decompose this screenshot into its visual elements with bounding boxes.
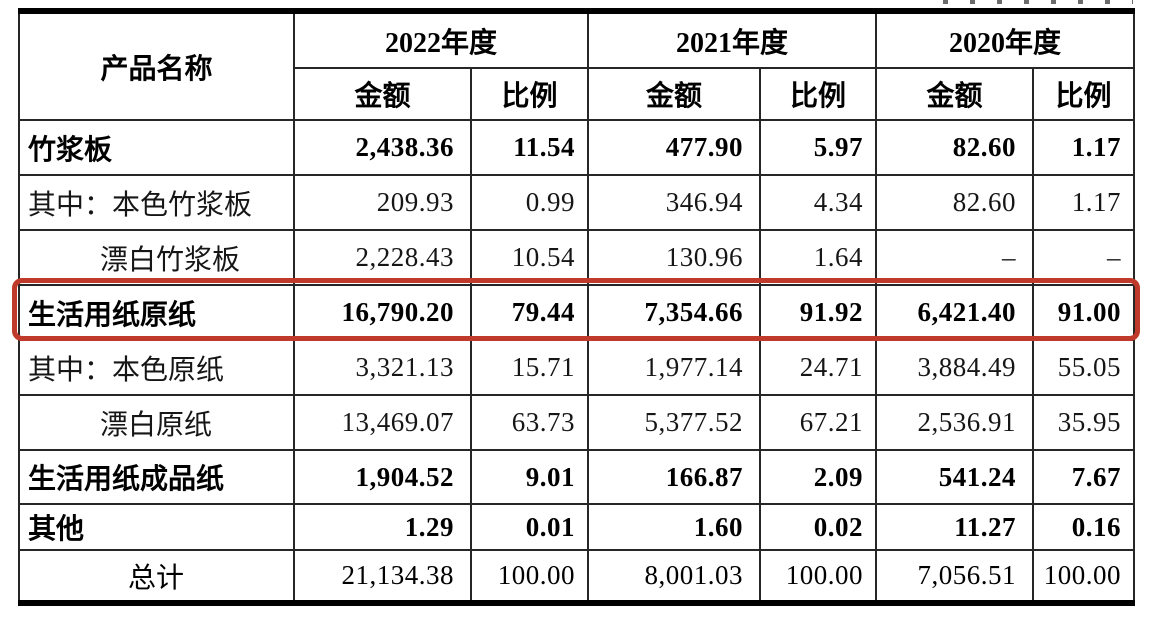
clipped-text-fragment	[943, 0, 1133, 4]
table-row: 漂白原纸 13,469.07 63.73 5,377.52 67.21 2,53…	[18, 394, 1136, 451]
amount-cell: 5,377.52	[587, 394, 762, 451]
amount-cell: 2,438.36	[293, 119, 472, 176]
amount-cell: 6,421.40	[875, 284, 1035, 341]
amount-cell: 13,469.07	[293, 394, 472, 451]
col-header-year-2020: 2020年度	[875, 10, 1136, 69]
amount-cell: 16,790.20	[293, 284, 472, 341]
ratio-cell: 0.99	[469, 174, 590, 231]
amount-cell: 82.60	[875, 174, 1035, 231]
ratio-cell: 1.17	[1032, 119, 1136, 176]
amount-cell: 11.27	[875, 503, 1035, 551]
amount-cell: 7,354.66	[587, 284, 762, 341]
product-name-cell: 漂白原纸	[18, 394, 295, 451]
amount-cell: 209.93	[293, 174, 472, 231]
col-header-amount: 金额	[587, 67, 762, 121]
amount-cell: 130.96	[587, 229, 762, 286]
ratio-cell: 7.67	[1032, 449, 1136, 505]
amount-cell: 1,904.52	[293, 449, 472, 505]
ratio-cell: 1.64	[759, 229, 878, 286]
ratio-cell: 0.02	[759, 503, 878, 551]
col-header-year-2021: 2021年度	[587, 10, 878, 69]
ratio-cell: 79.44	[469, 284, 590, 341]
product-name-cell: 总计	[18, 549, 295, 604]
ratio-cell: 2.09	[759, 449, 878, 505]
product-name-cell: 其他	[18, 503, 295, 551]
ratio-cell: –	[1032, 229, 1136, 286]
amount-cell: 7,056.51	[875, 549, 1035, 604]
ratio-cell: 24.71	[759, 339, 878, 396]
ratio-cell: 100.00	[759, 549, 878, 604]
amount-cell: 2,228.43	[293, 229, 472, 286]
amount-cell: –	[875, 229, 1035, 286]
product-name-cell: 其中：本色竹浆板	[18, 174, 295, 231]
amount-cell: 166.87	[587, 449, 762, 505]
ratio-cell: 55.05	[1032, 339, 1136, 396]
amount-cell: 1,977.14	[587, 339, 762, 396]
product-name-cell: 漂白竹浆板	[18, 229, 295, 286]
table-row: 其中：本色竹浆板 209.93 0.99 346.94 4.34 82.60 1…	[18, 174, 1136, 231]
col-header-year-2022: 2022年度	[292, 10, 590, 69]
ratio-cell: 10.54	[469, 229, 590, 286]
product-name-cell: 生活用纸原纸	[18, 284, 295, 341]
ratio-cell: 67.21	[759, 394, 878, 451]
header-row-years: 产品名称 2022年度 2021年度 2020年度	[18, 10, 1136, 121]
amount-cell: 346.94	[587, 174, 762, 231]
table-row: 竹浆板 2,438.36 11.54 477.90 5.97 82.60 1.1…	[18, 119, 1136, 176]
ratio-cell: 100.00	[469, 549, 590, 604]
amount-cell: 82.60	[875, 119, 1035, 176]
ratio-cell: 0.16	[1032, 503, 1136, 551]
product-name-cell: 竹浆板	[18, 119, 295, 176]
ratio-cell: 9.01	[469, 449, 590, 505]
amount-cell: 21,134.38	[293, 549, 472, 604]
ratio-cell: 91.92	[759, 284, 878, 341]
table-row: 生活用纸成品纸 1,904.52 9.01 166.87 2.09 541.24…	[18, 449, 1136, 505]
table-row: 其他 1.29 0.01 1.60 0.02 11.27 0.16	[18, 503, 1136, 551]
col-header-amount: 金额	[875, 67, 1035, 121]
ratio-cell: 91.00	[1032, 284, 1136, 341]
ratio-cell: 35.95	[1032, 394, 1136, 451]
col-header-ratio: 比例	[469, 67, 590, 121]
ratio-cell: 0.01	[469, 503, 590, 551]
amount-cell: 541.24	[875, 449, 1035, 505]
amount-cell: 3,321.13	[293, 339, 472, 396]
amount-cell: 1.60	[587, 503, 762, 551]
amount-cell: 8,001.03	[587, 549, 762, 604]
table-row-total: 总计 21,134.38 100.00 8,001.03 100.00 7,05…	[18, 549, 1136, 604]
product-name-cell: 其中：本色原纸	[18, 339, 295, 396]
table-row: 其中：本色原纸 3,321.13 15.71 1,977.14 24.71 3,…	[18, 339, 1136, 396]
col-header-ratio: 比例	[1032, 67, 1136, 121]
ratio-cell: 100.00	[1032, 549, 1136, 604]
ratio-cell: 63.73	[469, 394, 590, 451]
ratio-cell: 4.34	[759, 174, 878, 231]
amount-cell: 1.29	[293, 503, 472, 551]
amount-cell: 3,884.49	[875, 339, 1035, 396]
table-row: 漂白竹浆板 2,228.43 10.54 130.96 1.64 – –	[18, 229, 1136, 286]
amount-cell: 2,536.91	[875, 394, 1035, 451]
product-name-cell: 生活用纸成品纸	[18, 449, 295, 505]
ratio-cell: 15.71	[469, 339, 590, 396]
ratio-cell: 5.97	[759, 119, 878, 176]
col-header-ratio: 比例	[759, 67, 878, 121]
product-revenue-table: 产品名称 2022年度 2021年度 2020年度 金额 比例 金额 比例 金额…	[18, 8, 1136, 606]
col-header-product: 产品名称	[18, 10, 295, 121]
ratio-cell: 1.17	[1032, 174, 1136, 231]
amount-cell: 477.90	[587, 119, 762, 176]
ratio-cell: 11.54	[469, 119, 590, 176]
col-header-amount: 金额	[293, 67, 472, 121]
header-row-measures: 金额 比例 金额 比例 金额 比例	[19, 67, 1136, 121]
table-row-highlighted: 生活用纸原纸 16,790.20 79.44 7,354.66 91.92 6,…	[18, 284, 1136, 341]
